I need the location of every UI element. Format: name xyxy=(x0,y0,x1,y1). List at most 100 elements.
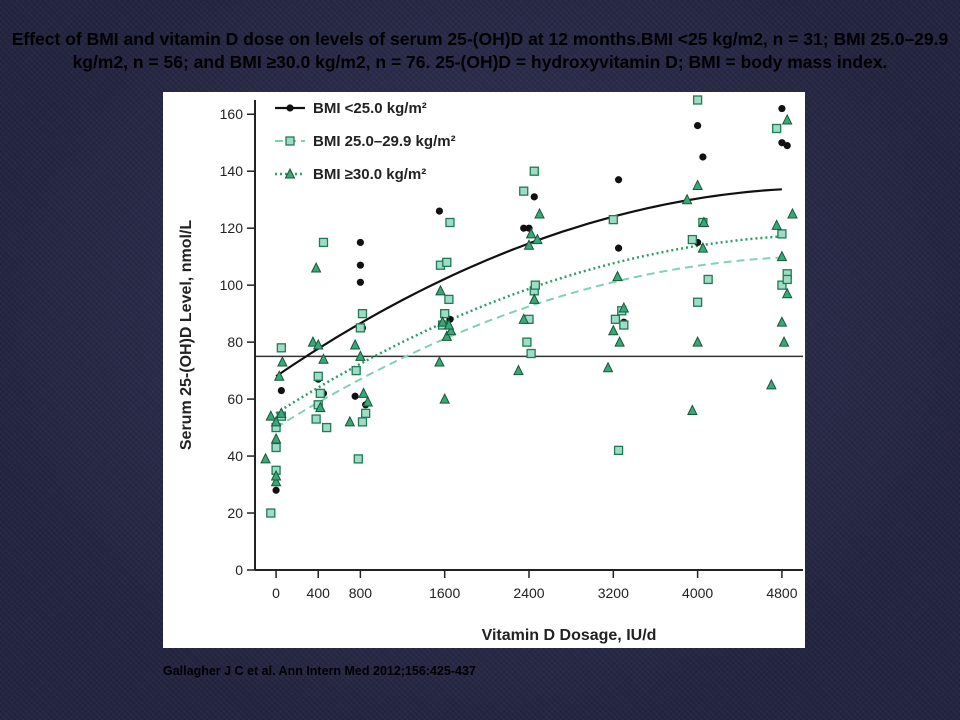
triangle-data-point xyxy=(265,410,277,421)
triangle-data-point xyxy=(681,193,693,205)
square-data-point xyxy=(361,408,371,418)
triangle-data-point xyxy=(315,401,326,413)
triangle-data-point xyxy=(766,378,777,390)
triangle-data-point xyxy=(525,227,537,239)
circle-data-point xyxy=(614,176,623,184)
y-tick-label: 0 xyxy=(235,562,243,578)
circle-data-point xyxy=(778,104,786,113)
circle-data-point xyxy=(351,392,359,400)
square-data-point xyxy=(610,314,621,324)
citation: Gallagher J C et al. Ann Intern Med 2012… xyxy=(163,664,476,678)
triangle-data-point xyxy=(513,364,524,376)
x-axis-title: Vitamin D Dosage, IU/d xyxy=(482,627,657,644)
circle-data-point xyxy=(783,141,791,150)
square-data-point xyxy=(529,166,539,176)
circle-data-point xyxy=(435,207,444,215)
triangle-data-point xyxy=(270,415,282,427)
square-data-point xyxy=(355,323,366,333)
square-data-point xyxy=(322,422,332,433)
triangle-data-point xyxy=(443,318,455,330)
x-tick-label: 4000 xyxy=(682,585,713,601)
circle-data-point xyxy=(277,386,285,395)
circle-data-point xyxy=(530,193,538,201)
triangle-data-point xyxy=(687,404,698,415)
square-data-point xyxy=(313,371,323,381)
x-tick-label: 2400 xyxy=(513,585,544,601)
triangle-data-point xyxy=(692,336,703,347)
triangle-data-point xyxy=(318,353,329,364)
triangle-data-point xyxy=(434,355,445,367)
triangle-data-point xyxy=(534,207,545,219)
circle-data-point xyxy=(356,278,364,286)
triangle-data-point xyxy=(270,432,282,444)
square-data-point xyxy=(519,186,529,196)
triangle-data-point xyxy=(437,316,448,327)
square-data-point xyxy=(353,454,363,464)
square-data-point xyxy=(777,229,787,239)
legend-label: BMI <25.0 kg/m² xyxy=(313,100,427,117)
square-data-point xyxy=(351,365,361,376)
square-data-point xyxy=(613,445,624,456)
triangle-data-point xyxy=(270,475,282,487)
x-tick-label: 4800 xyxy=(766,585,797,601)
x-tick-label: 0 xyxy=(272,585,280,601)
legend-marker-square xyxy=(285,136,295,146)
square-data-point xyxy=(311,414,321,424)
triangle-data-point xyxy=(787,207,798,219)
circle-data-point xyxy=(356,261,364,269)
circle-data-point xyxy=(694,122,702,130)
triangle-data-point xyxy=(273,370,285,381)
square-data-point xyxy=(315,388,325,399)
legend-marker-triangle xyxy=(284,167,296,179)
x-tick-label: 3200 xyxy=(598,585,629,601)
legend-label: BMI 25.0–29.9 kg/m² xyxy=(313,133,456,150)
circle-data-point xyxy=(520,224,528,232)
triangle-data-point xyxy=(776,250,788,262)
square-data-point xyxy=(357,308,368,319)
square-data-point xyxy=(318,237,329,248)
square-data-point xyxy=(522,337,532,347)
triangle-data-point xyxy=(362,395,374,407)
triangle-data-point xyxy=(781,113,793,125)
y-tick-label: 160 xyxy=(220,106,244,122)
square-data-point xyxy=(276,343,286,353)
square-data-point xyxy=(442,257,452,268)
square-data-point xyxy=(703,274,713,285)
square-data-point xyxy=(692,95,703,105)
triangle-data-point xyxy=(310,261,322,273)
y-tick-label: 140 xyxy=(220,163,244,179)
square-data-point xyxy=(619,320,629,330)
legend: BMI <25.0 kg/m² BMI 25.0–29.9 kg/m² BMI ≥3… xyxy=(275,100,456,183)
triangle-data-point xyxy=(307,336,319,347)
x-tick-label: 800 xyxy=(349,585,373,601)
y-tick-label: 120 xyxy=(220,220,244,236)
triangle-data-point xyxy=(270,469,282,481)
triangle-data-point xyxy=(698,216,710,227)
y-axis-title: Serum 25-(OH)D Level, nmol/L xyxy=(178,220,195,450)
square-data-point xyxy=(526,348,536,359)
legend-marker-circle xyxy=(286,104,294,112)
triangle-data-point xyxy=(776,316,788,327)
triangle-data-point xyxy=(518,313,530,324)
fit-curve-dashed xyxy=(275,256,782,429)
triangle-data-point xyxy=(355,350,366,361)
fit-curve-dotted xyxy=(275,235,782,415)
triangle-data-point xyxy=(349,338,361,350)
square-data-point xyxy=(687,234,697,245)
triangle-data-point xyxy=(532,233,543,245)
triangle-data-point xyxy=(781,287,793,299)
triangle-data-point xyxy=(260,452,271,464)
triangle-data-point xyxy=(439,392,451,404)
triangle-data-point xyxy=(358,387,369,398)
triangle-data-point xyxy=(435,284,446,296)
triangle-data-point xyxy=(441,330,453,341)
triangle-data-point xyxy=(697,242,709,253)
circle-data-point xyxy=(272,486,280,494)
triangle-data-point xyxy=(618,301,630,313)
legend-label: BMI ≥30.0 kg/m² xyxy=(313,166,426,183)
square-data-point xyxy=(440,308,450,319)
triangle-data-point xyxy=(277,355,288,367)
y-tick-label: 100 xyxy=(220,277,244,293)
square-data-point xyxy=(445,217,455,228)
